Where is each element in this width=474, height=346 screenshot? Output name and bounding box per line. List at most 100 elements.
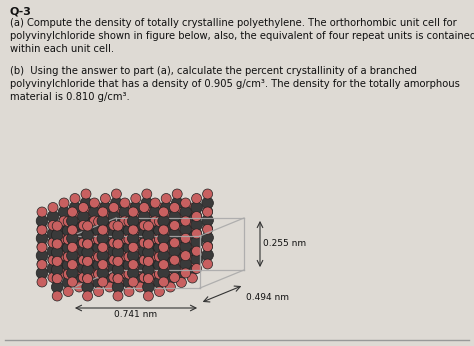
Circle shape xyxy=(85,225,95,235)
Circle shape xyxy=(113,221,123,231)
Circle shape xyxy=(128,233,139,244)
Circle shape xyxy=(128,207,138,217)
Circle shape xyxy=(82,273,92,283)
Circle shape xyxy=(175,268,187,279)
Circle shape xyxy=(73,255,85,266)
Circle shape xyxy=(116,242,126,252)
Circle shape xyxy=(161,246,171,256)
Circle shape xyxy=(165,282,175,292)
Circle shape xyxy=(96,273,106,283)
Circle shape xyxy=(134,220,146,232)
Circle shape xyxy=(36,250,48,262)
Circle shape xyxy=(161,211,171,221)
Circle shape xyxy=(98,242,108,252)
Circle shape xyxy=(52,273,62,283)
Circle shape xyxy=(63,225,74,236)
Circle shape xyxy=(187,273,197,283)
Circle shape xyxy=(119,206,131,218)
Circle shape xyxy=(48,238,58,248)
Circle shape xyxy=(93,269,104,279)
Circle shape xyxy=(156,263,168,275)
Text: (a) Compute the density of totally crystalline polyethylene. The orthorhombic un: (a) Compute the density of totally cryst… xyxy=(10,18,474,54)
Circle shape xyxy=(98,242,108,252)
Circle shape xyxy=(104,255,115,266)
Circle shape xyxy=(95,263,107,275)
Circle shape xyxy=(98,277,108,287)
Circle shape xyxy=(100,254,111,265)
Circle shape xyxy=(146,226,156,236)
Circle shape xyxy=(172,249,183,261)
Circle shape xyxy=(146,225,156,235)
Circle shape xyxy=(150,250,160,260)
Circle shape xyxy=(80,215,92,226)
Circle shape xyxy=(154,260,165,271)
Circle shape xyxy=(51,264,63,275)
Circle shape xyxy=(149,258,161,270)
Circle shape xyxy=(134,255,146,266)
Circle shape xyxy=(111,241,121,251)
Circle shape xyxy=(128,224,138,234)
Circle shape xyxy=(120,251,130,261)
Circle shape xyxy=(176,226,186,236)
Circle shape xyxy=(81,242,91,252)
Circle shape xyxy=(112,247,124,258)
Circle shape xyxy=(159,224,169,234)
Circle shape xyxy=(127,238,137,248)
Circle shape xyxy=(70,264,80,273)
Circle shape xyxy=(37,260,47,270)
Circle shape xyxy=(191,246,201,256)
Circle shape xyxy=(85,260,95,270)
Circle shape xyxy=(95,229,107,240)
Circle shape xyxy=(128,225,138,235)
Circle shape xyxy=(141,249,153,261)
Circle shape xyxy=(180,258,191,270)
Circle shape xyxy=(74,247,84,257)
Circle shape xyxy=(161,193,171,203)
Circle shape xyxy=(113,256,123,266)
Circle shape xyxy=(181,233,191,243)
Circle shape xyxy=(37,225,47,235)
Circle shape xyxy=(104,238,115,249)
Circle shape xyxy=(73,238,85,249)
Circle shape xyxy=(104,220,115,232)
Circle shape xyxy=(144,221,154,231)
Circle shape xyxy=(78,220,88,230)
Text: (b)  Using the answer to part (a), calculate the percent crystallinity of a bran: (b) Using the answer to part (a), calcul… xyxy=(10,66,460,102)
Circle shape xyxy=(144,238,154,248)
Circle shape xyxy=(82,264,93,275)
Circle shape xyxy=(111,224,121,234)
Circle shape xyxy=(123,225,135,236)
Circle shape xyxy=(156,211,168,223)
Circle shape xyxy=(138,211,150,222)
Circle shape xyxy=(37,207,47,217)
Circle shape xyxy=(176,225,186,235)
Circle shape xyxy=(63,235,73,245)
Circle shape xyxy=(82,247,93,258)
Circle shape xyxy=(172,259,182,269)
Circle shape xyxy=(93,252,104,262)
Circle shape xyxy=(59,215,69,225)
Circle shape xyxy=(85,277,95,288)
Circle shape xyxy=(105,247,115,257)
Circle shape xyxy=(175,233,187,245)
Circle shape xyxy=(191,264,201,273)
Circle shape xyxy=(124,217,134,227)
Circle shape xyxy=(70,229,80,239)
Circle shape xyxy=(150,216,160,226)
Circle shape xyxy=(78,273,88,282)
Circle shape xyxy=(187,255,197,265)
Circle shape xyxy=(187,246,198,257)
Circle shape xyxy=(164,255,176,266)
Circle shape xyxy=(82,238,92,248)
Circle shape xyxy=(128,259,138,269)
Circle shape xyxy=(165,264,175,274)
Circle shape xyxy=(165,247,175,257)
Circle shape xyxy=(69,219,81,231)
Circle shape xyxy=(126,263,137,275)
Circle shape xyxy=(112,281,124,293)
Circle shape xyxy=(170,255,180,265)
Circle shape xyxy=(67,207,77,217)
Circle shape xyxy=(96,238,106,248)
Circle shape xyxy=(48,255,58,264)
Circle shape xyxy=(124,286,134,297)
